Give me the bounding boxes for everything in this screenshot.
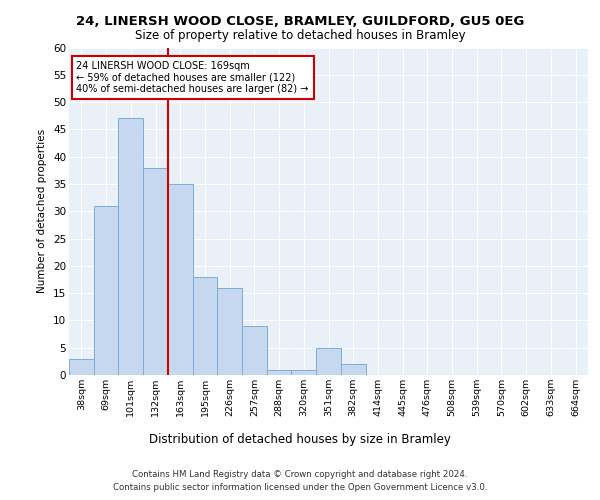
Text: Size of property relative to detached houses in Bramley: Size of property relative to detached ho… (134, 29, 466, 42)
Bar (316, 348, 341, 375)
Text: Contains HM Land Registry data © Crown copyright and database right 2024.: Contains HM Land Registry data © Crown c… (132, 470, 468, 479)
Text: 24 LINERSH WOOD CLOSE: 169sqm
← 59% of detached houses are smaller (122)
40% of : 24 LINERSH WOOD CLOSE: 169sqm ← 59% of d… (76, 61, 309, 94)
Bar (242, 326, 267, 375)
Bar (94, 206, 118, 375)
Bar (341, 364, 365, 375)
Text: Contains public sector information licensed under the Open Government Licence v3: Contains public sector information licen… (113, 482, 487, 492)
Text: 24, LINERSH WOOD CLOSE, BRAMLEY, GUILDFORD, GU5 0EG: 24, LINERSH WOOD CLOSE, BRAMLEY, GUILDFO… (76, 15, 524, 28)
Bar (69, 358, 94, 375)
Bar (292, 370, 316, 375)
Bar (143, 168, 168, 375)
Bar (118, 118, 143, 375)
Bar (217, 288, 242, 375)
Y-axis label: Number of detached properties: Number of detached properties (37, 129, 47, 294)
Text: Distribution of detached houses by size in Bramley: Distribution of detached houses by size … (149, 432, 451, 446)
Bar (193, 277, 217, 375)
Bar (267, 370, 292, 375)
Bar (168, 184, 193, 375)
